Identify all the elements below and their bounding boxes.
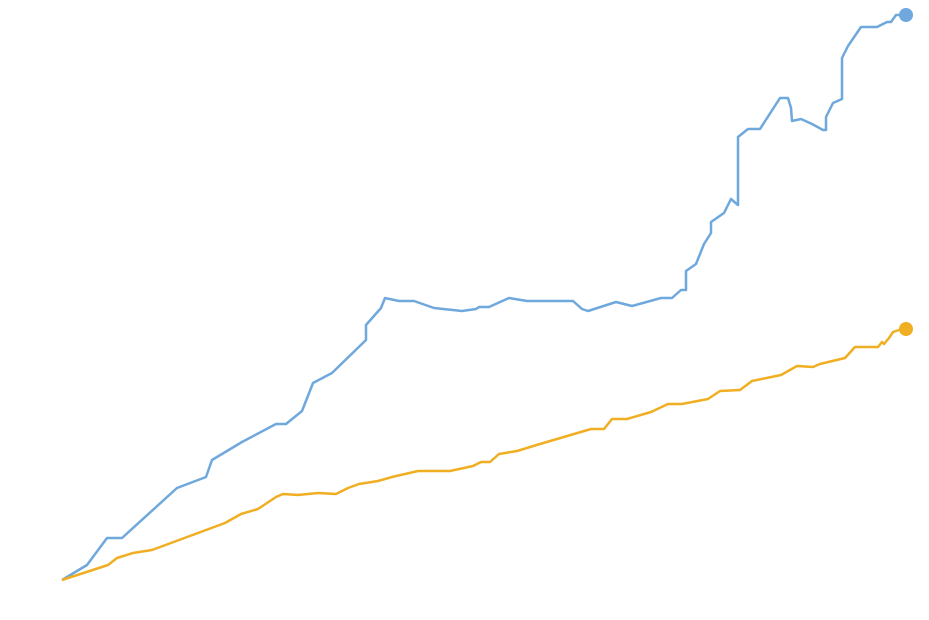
line [61, 327, 907, 582]
end-point [899, 8, 913, 22]
line [61, 13, 906, 582]
end-point [899, 322, 913, 336]
